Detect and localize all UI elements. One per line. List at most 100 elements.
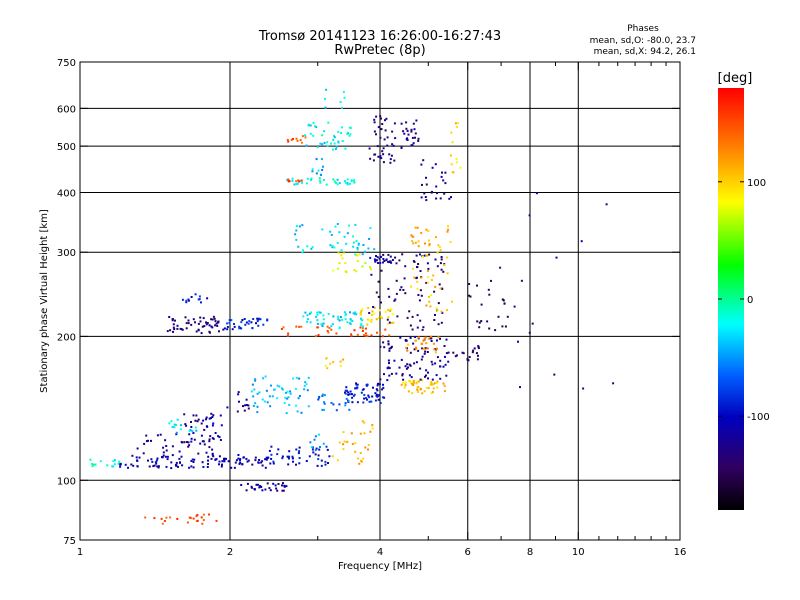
data-point — [381, 123, 384, 125]
data-point — [187, 322, 190, 325]
data-point — [295, 404, 298, 407]
data-point — [336, 178, 339, 181]
data-point — [325, 445, 328, 448]
data-point — [423, 254, 426, 257]
data-point — [476, 358, 479, 361]
data-point — [455, 354, 458, 357]
data-point — [501, 298, 504, 301]
data-point — [411, 240, 414, 243]
data-point — [175, 433, 178, 436]
x-axis-label: Frequency [MHz] — [338, 561, 422, 572]
data-point — [311, 448, 314, 451]
data-point — [345, 389, 348, 392]
data-point — [326, 330, 329, 332]
data-point — [553, 373, 556, 376]
data-point — [343, 235, 346, 238]
data-point — [316, 326, 319, 329]
data-point — [145, 440, 148, 443]
data-point — [245, 489, 248, 492]
data-point — [177, 465, 179, 468]
data-point — [118, 460, 121, 463]
data-point — [153, 464, 156, 467]
data-point — [211, 416, 214, 418]
data-point — [210, 318, 213, 321]
data-point — [309, 124, 312, 127]
data-point — [421, 343, 424, 345]
data-point — [430, 294, 433, 297]
data-point — [436, 339, 438, 342]
data-point — [203, 325, 206, 328]
data-point — [424, 350, 427, 353]
data-point — [208, 330, 211, 333]
data-point — [330, 234, 333, 236]
data-point — [176, 327, 179, 330]
data-point — [393, 299, 396, 302]
data-point — [426, 262, 429, 265]
data-point — [322, 314, 325, 317]
data-point — [210, 325, 213, 328]
data-point — [339, 364, 342, 367]
data-point — [324, 97, 326, 100]
data-point — [448, 197, 451, 200]
data-point — [350, 319, 353, 322]
data-point — [217, 435, 220, 438]
data-point — [259, 318, 262, 321]
data-point — [226, 322, 229, 325]
data-point — [447, 360, 450, 363]
data-point — [268, 449, 271, 452]
data-point — [324, 106, 327, 109]
data-point — [390, 322, 393, 324]
data-point — [353, 393, 356, 396]
data-point — [367, 444, 370, 446]
data-point — [176, 517, 179, 520]
data-point — [326, 144, 329, 147]
data-point — [423, 352, 426, 355]
data-point — [222, 328, 225, 331]
data-point — [390, 308, 393, 311]
data-point — [425, 304, 428, 307]
data-point — [378, 309, 381, 312]
data-point — [306, 320, 309, 323]
data-point — [287, 332, 290, 335]
data-point — [358, 253, 361, 256]
data-point — [165, 516, 168, 519]
data-point — [297, 452, 300, 455]
data-point — [334, 147, 337, 150]
data-point — [417, 380, 420, 383]
data-point — [288, 455, 291, 458]
data-point — [150, 439, 152, 442]
data-point — [431, 378, 434, 381]
data-point — [506, 315, 509, 318]
data-point — [341, 318, 344, 321]
data-point — [366, 383, 369, 386]
data-point — [311, 446, 314, 449]
data-point — [218, 460, 221, 463]
data-point — [333, 180, 336, 183]
data-point — [415, 339, 418, 342]
data-point — [270, 457, 273, 460]
data-point — [315, 158, 318, 161]
data-point — [450, 131, 453, 134]
data-point — [376, 393, 378, 396]
data-point — [208, 446, 211, 449]
data-point — [307, 405, 310, 408]
data-point — [342, 443, 345, 446]
data-point — [346, 321, 349, 324]
data-point — [427, 371, 429, 374]
data-point — [386, 318, 389, 321]
data-point — [424, 348, 427, 351]
data-point — [225, 457, 227, 460]
data-point — [390, 345, 393, 348]
data-point — [416, 326, 419, 329]
data-point — [171, 318, 174, 321]
data-point — [338, 403, 341, 406]
data-point — [337, 315, 339, 318]
data-point — [439, 365, 442, 368]
data-point — [424, 375, 426, 378]
data-point — [438, 245, 441, 248]
data-point — [408, 379, 411, 382]
data-point — [399, 336, 402, 339]
data-point — [330, 328, 333, 331]
data-point — [262, 377, 265, 380]
data-point — [256, 392, 259, 395]
